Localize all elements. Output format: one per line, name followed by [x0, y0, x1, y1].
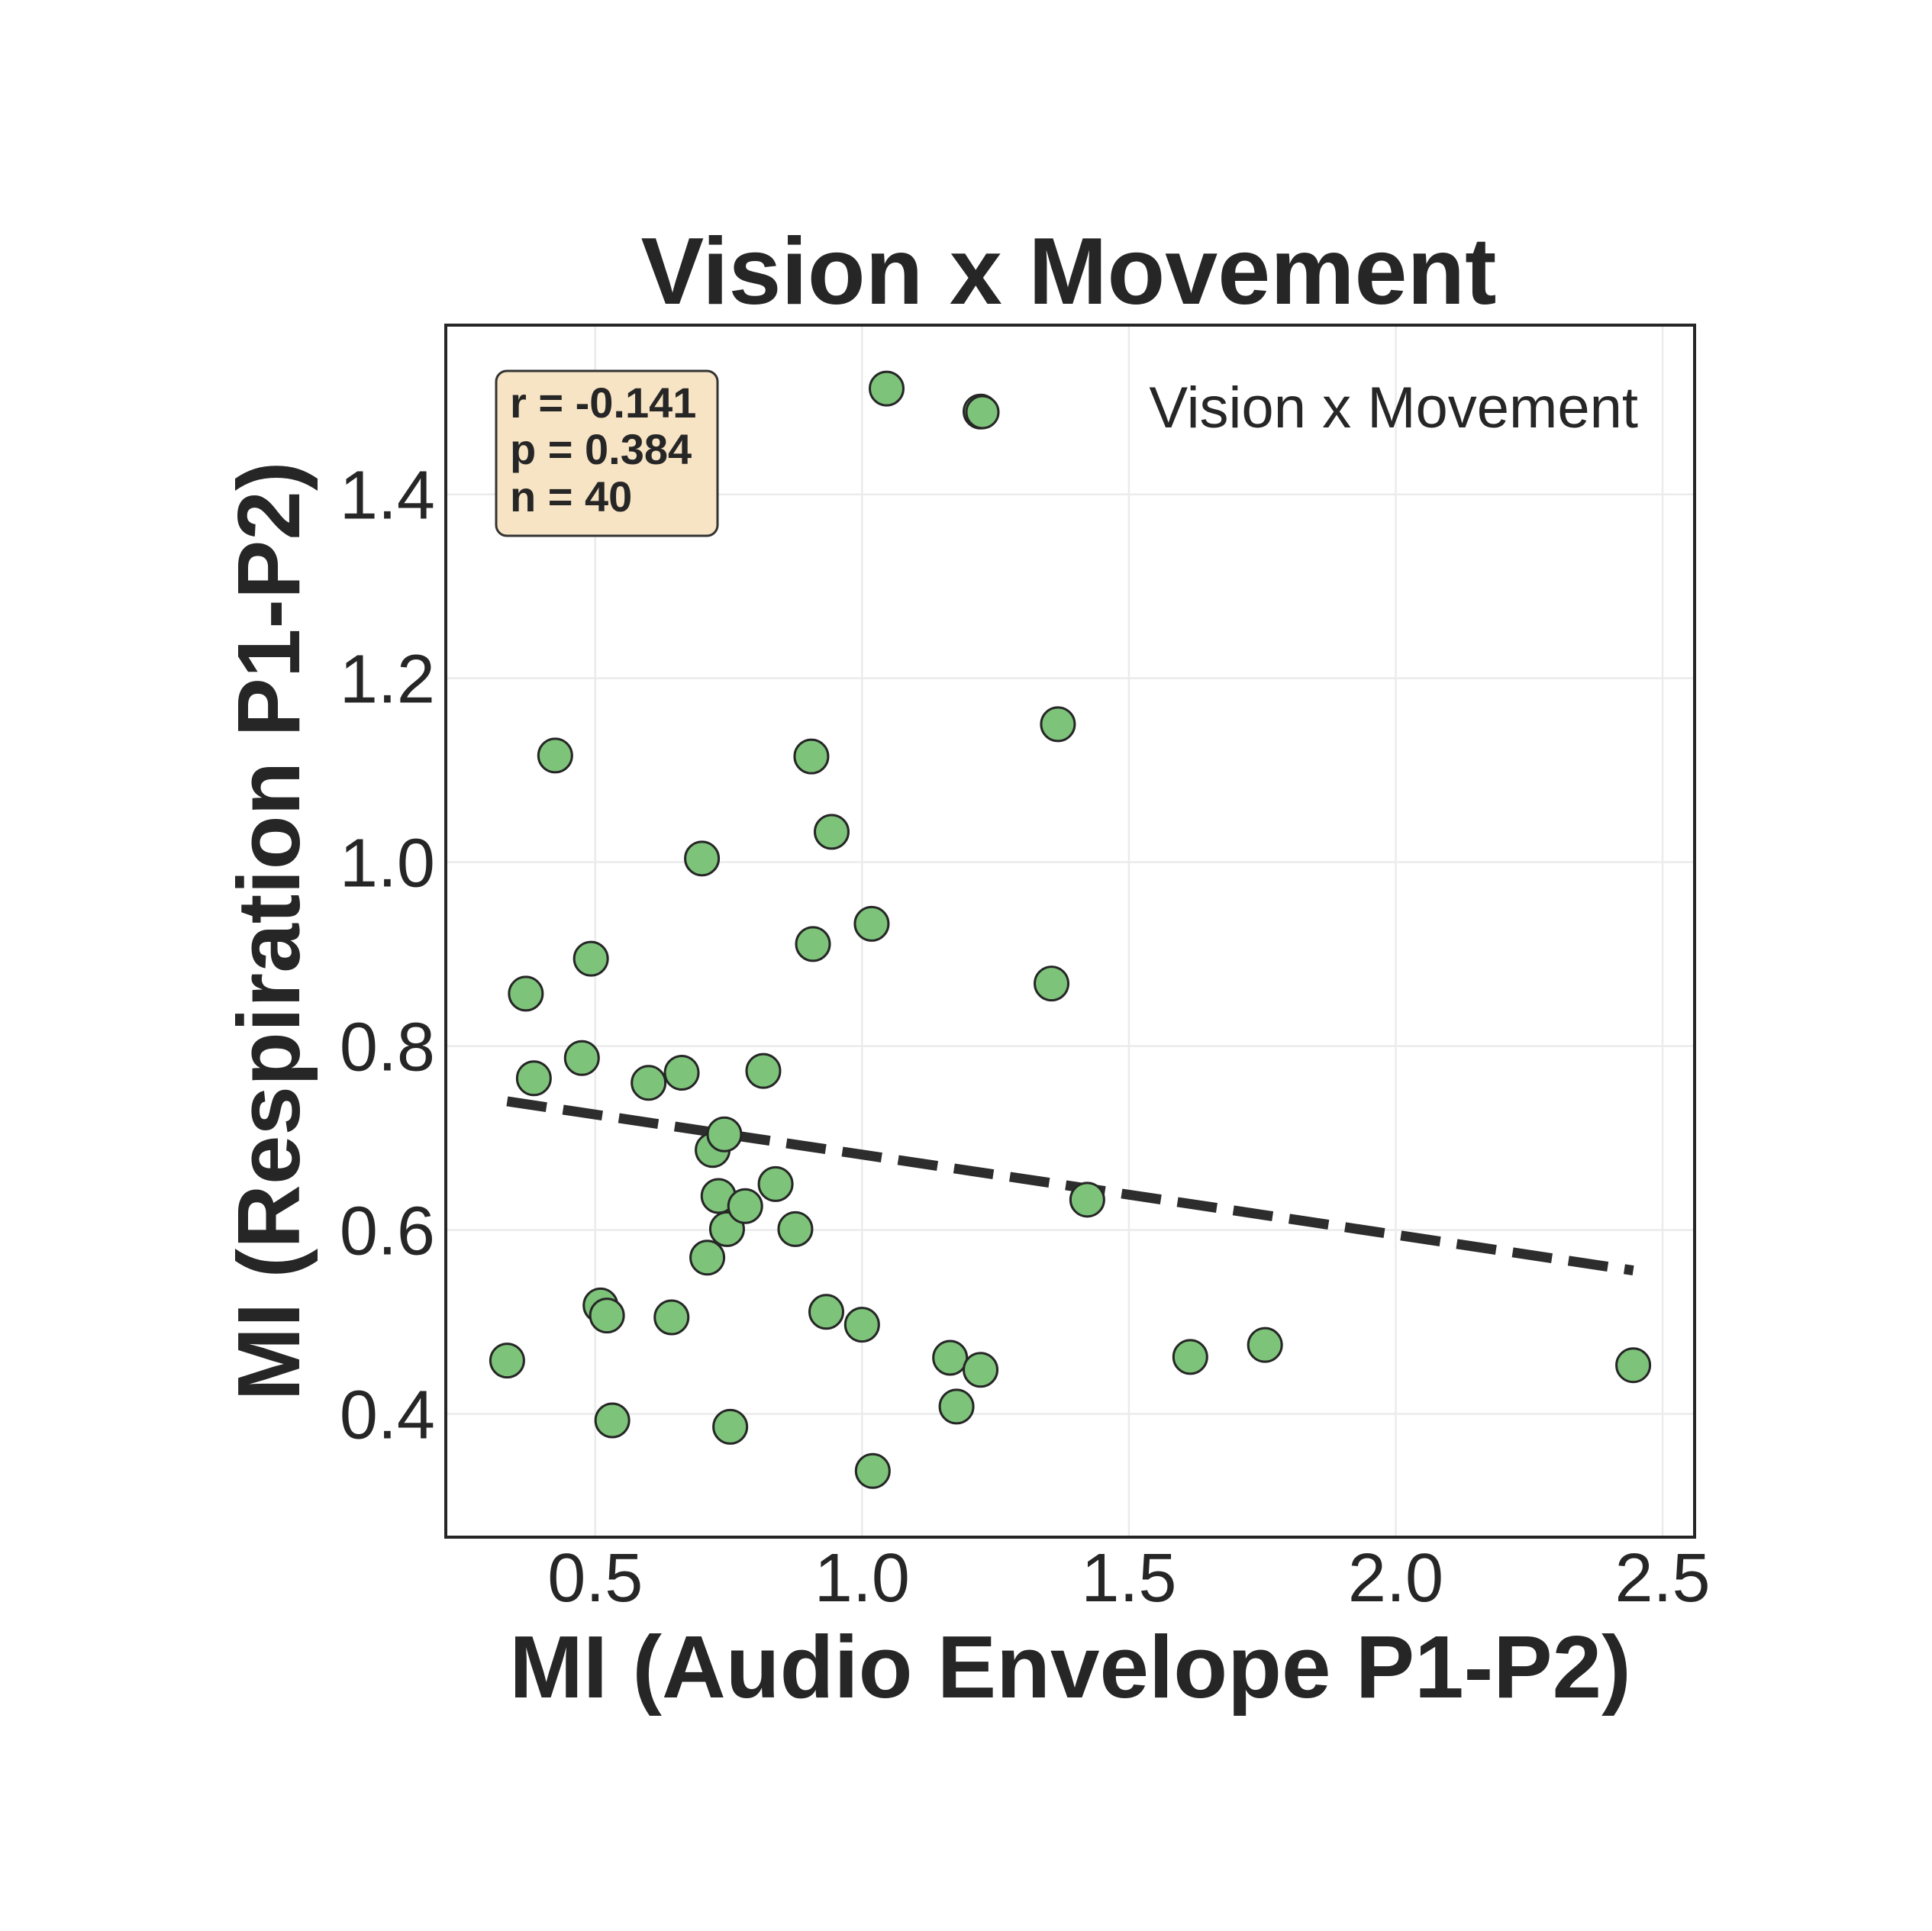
data-point-19: [727, 1188, 763, 1224]
data-point-37: [1069, 1181, 1105, 1218]
x-axis-label: MI (Audio Envelope P1-P2): [509, 1617, 1630, 1717]
x-tick-labels: 0.5 1.0 1.5 2.0 2.5: [547, 1540, 1710, 1617]
data-point-13: [689, 1240, 726, 1276]
y-tick-label-4: 1.2: [340, 642, 435, 718]
data-point-30: [868, 370, 905, 407]
data-point-20: [745, 1053, 782, 1089]
data-point-39: [1247, 1327, 1283, 1363]
y-axis-label: MI (Respiration P1-P2): [219, 461, 318, 1401]
data-point-3: [537, 737, 573, 774]
data-point-21: [757, 1165, 794, 1202]
x-tick-label-4: 2.5: [1614, 1540, 1710, 1617]
data-point-35: [1034, 966, 1070, 1002]
data-point-38: [1172, 1339, 1208, 1375]
x-tick-label-3: 2.0: [1348, 1540, 1443, 1617]
regression-fit-line: [506, 1096, 1634, 1276]
stats-box: r = -0.141 p = 0.384 n = 40: [495, 369, 719, 537]
data-point-32: [938, 1388, 975, 1425]
data-point-9: [631, 1065, 667, 1101]
x-tick-label-0: 0.5: [547, 1540, 643, 1617]
x-tick-label-1: 1.0: [814, 1540, 910, 1617]
data-point-26: [813, 814, 850, 850]
legend-marker: [965, 395, 1000, 430]
data-point-2: [515, 1060, 552, 1097]
x-tick-label-2: 1.5: [1081, 1540, 1176, 1617]
data-point-23: [793, 738, 830, 775]
data-point-31: [932, 1339, 969, 1376]
data-point-8: [594, 1402, 631, 1439]
y-tick-label-5: 1.4: [340, 458, 435, 534]
fit-line-group: [506, 1096, 1634, 1276]
data-point-36: [1040, 706, 1076, 743]
data-point-16: [706, 1116, 743, 1152]
data-point-1: [508, 975, 544, 1012]
data-point-25: [808, 1294, 844, 1330]
data-point-24: [795, 926, 831, 962]
legend-label: Vision x Movement: [1149, 376, 1638, 440]
y-tick-labels: 0.4 0.6 0.8 1.0 1.2 1.4: [340, 458, 435, 1454]
data-point-4: [563, 1040, 600, 1076]
data-point-27: [843, 1307, 880, 1343]
data-point-40: [1615, 1347, 1652, 1384]
data-point-0: [489, 1343, 525, 1379]
data-point-11: [663, 1055, 700, 1091]
y-tick-label-1: 0.6: [340, 1194, 435, 1270]
y-tick-label-2: 0.8: [340, 1010, 435, 1086]
data-point-28: [853, 905, 890, 942]
data-point-10: [653, 1299, 690, 1336]
stats-box-background: [495, 369, 719, 537]
data-point-5: [573, 940, 609, 977]
y-tick-label-3: 1.0: [340, 826, 435, 902]
y-tick-label-0: 0.4: [340, 1378, 435, 1454]
legend: Vision x Movement: [965, 376, 1638, 440]
data-point-7: [589, 1298, 625, 1334]
chart-title: Vision x Movement: [641, 219, 1497, 324]
stats-n: n = 40: [510, 472, 632, 521]
data-point-33: [963, 1352, 999, 1388]
data-point-29: [854, 1452, 891, 1489]
data-point-22: [777, 1211, 814, 1247]
stats-p: p = 0.384: [510, 425, 692, 473]
data-point-12: [684, 840, 721, 877]
stats-r: r = -0.141: [510, 379, 696, 427]
data-point-18: [712, 1408, 749, 1445]
plot-frame: [444, 324, 1696, 1539]
